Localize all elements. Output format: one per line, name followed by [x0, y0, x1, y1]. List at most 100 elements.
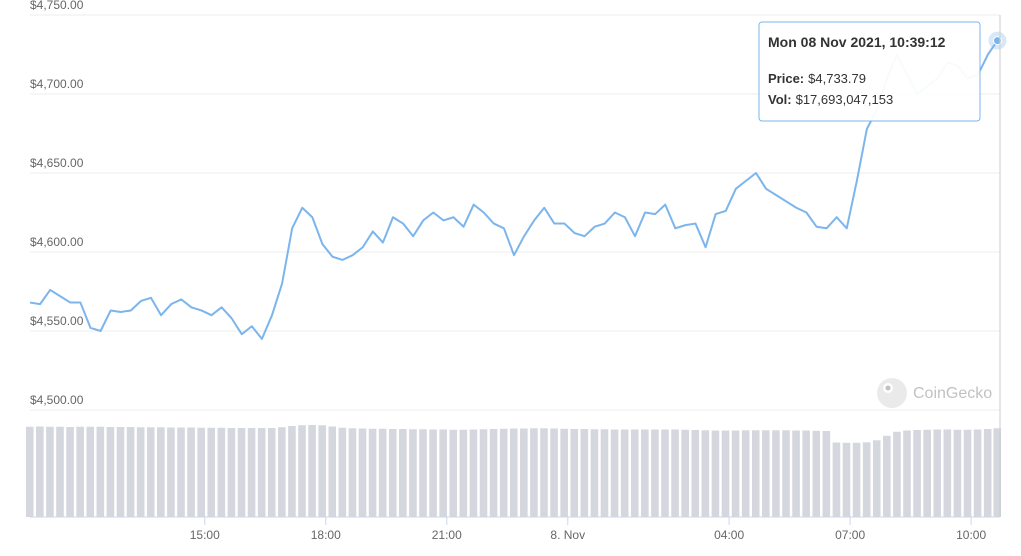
volume-bar — [862, 442, 871, 517]
grid: $4,500.00 $4,550.00 $4,600.00 $4,650.00 $4,7… — [30, 0, 1000, 542]
volume-bar — [852, 442, 861, 517]
y-tick-label: $4,650.00 — [30, 156, 84, 170]
x-tick-label: 15:00 — [190, 528, 220, 542]
volume-bar — [782, 430, 790, 517]
volume-bar — [651, 429, 659, 517]
volume-bar — [671, 429, 679, 517]
y-tick-label: $4,750.00 — [30, 0, 84, 12]
volume-bars — [25, 425, 1002, 517]
volume-bar — [167, 427, 175, 517]
volume-bar — [56, 426, 64, 517]
volume-bar — [580, 429, 589, 517]
volume-bar — [86, 426, 95, 517]
tooltip-vol-value: $17,693,047,153 — [796, 92, 894, 107]
volume-bar — [378, 428, 387, 517]
volume-bar — [298, 425, 306, 517]
volume-bar — [177, 427, 185, 517]
tooltip-price-label: Price: — [768, 71, 804, 86]
volume-bar — [267, 428, 276, 517]
volume-bar — [187, 427, 195, 517]
volume-bar — [207, 427, 216, 517]
plot — [29, 31, 1007, 340]
volume-bar — [540, 428, 548, 517]
volume-bar — [459, 429, 468, 517]
volume-bar — [600, 429, 609, 517]
volume-bar — [388, 429, 397, 517]
volume-bar — [913, 430, 921, 517]
volume-bar — [499, 428, 508, 517]
volume-bar — [288, 426, 296, 517]
volume-bar — [993, 428, 1002, 517]
volume-bar — [348, 428, 357, 517]
volume-bar — [328, 426, 337, 517]
volume-bar — [368, 428, 377, 517]
volume-bar — [610, 429, 619, 517]
hover-point — [992, 36, 1002, 46]
volume-bar — [590, 429, 599, 517]
volume-bar — [872, 440, 881, 517]
volume-bar — [278, 427, 286, 517]
watermark: CoinGecko — [877, 378, 992, 408]
tooltip-vol-label: Vol: — [768, 92, 792, 107]
tooltip-price-value: $4,733.79 — [808, 71, 866, 86]
volume-bar — [630, 429, 639, 517]
volume-bar — [923, 429, 931, 517]
volume-bar — [751, 430, 760, 517]
volume-bar — [822, 431, 831, 517]
volume-bar — [217, 427, 226, 517]
volume-bar — [741, 430, 750, 517]
volume-bar — [893, 431, 901, 517]
tooltip-vol: Vol: $17,693,047,153 — [768, 92, 893, 107]
volume-bar — [46, 426, 54, 517]
volume-bar — [509, 428, 518, 517]
volume-bar — [560, 428, 568, 517]
volume-bar — [641, 429, 649, 517]
volume-bar — [116, 427, 125, 517]
volume-bar — [550, 428, 558, 517]
volume-bar — [419, 429, 427, 517]
volume-bar — [479, 429, 488, 517]
volume-bar — [469, 429, 478, 517]
volume-bar — [439, 429, 447, 517]
x-tick-label: 18:00 — [311, 528, 341, 542]
volume-bar — [520, 428, 528, 517]
x-tick-label: 21:00 — [432, 528, 462, 542]
volume-bar — [308, 425, 316, 517]
volume-bar — [126, 427, 135, 517]
tooltip-price: Price: $4,733.79 — [768, 71, 866, 86]
volume-bar — [399, 429, 407, 517]
volume-bar — [25, 426, 34, 517]
volume-bar — [530, 428, 538, 517]
volume-bar — [136, 427, 145, 517]
volume-bar — [842, 442, 851, 517]
x-tick-label: 04:00 — [714, 528, 744, 542]
volume-bar — [227, 428, 236, 517]
volume-bar — [570, 429, 579, 517]
volume-bar — [157, 427, 165, 517]
volume-bar — [812, 430, 821, 517]
volume-bar — [721, 430, 730, 517]
volume-bar — [772, 430, 780, 517]
watermark-text: CoinGecko — [913, 385, 992, 402]
x-tick-label: 8. Nov — [550, 528, 585, 542]
volume-bar — [76, 426, 84, 517]
volume-bar — [711, 430, 720, 517]
volume-bar — [489, 429, 498, 517]
volume-bar — [36, 426, 44, 517]
volume-bar — [933, 429, 942, 517]
volume-bar — [661, 429, 669, 517]
volume-bar — [883, 435, 891, 517]
volume-bar — [983, 429, 992, 517]
volume-bar — [943, 429, 952, 517]
volume-bar — [762, 430, 770, 517]
volume-bar — [701, 430, 710, 517]
volume-bar — [318, 425, 326, 517]
volume-bar — [620, 429, 629, 517]
volume-bar — [197, 427, 205, 517]
x-tick-label: 10:00 — [956, 528, 986, 542]
volume-bar — [409, 429, 417, 517]
volume-bar — [106, 427, 115, 517]
volume-bar — [429, 429, 437, 517]
volume-bar — [832, 442, 841, 517]
volume-bar — [66, 427, 74, 517]
